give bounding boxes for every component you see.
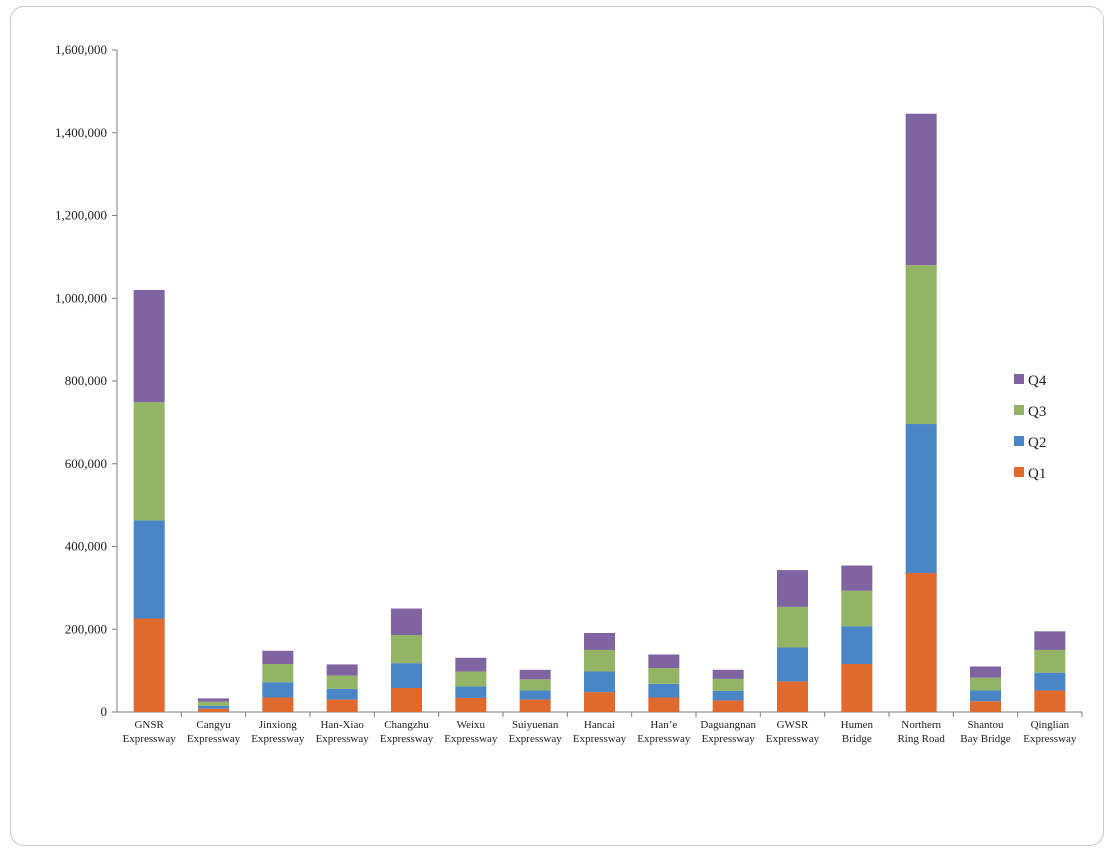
bar-q1-0 [133, 618, 165, 712]
bar-q4-14 [1034, 631, 1066, 650]
bar-q3-5 [455, 671, 487, 687]
bar-q4-1 [198, 698, 229, 702]
bar-q2-10 [777, 647, 808, 682]
bar-q3-1 [198, 701, 229, 706]
bar-q1-6 [519, 699, 551, 712]
y-tick-label: 800,000 [65, 373, 107, 388]
bar-q1-14 [1034, 690, 1066, 712]
legend-label-q4: Q4 [1028, 373, 1047, 389]
legend-swatch-q2 [1014, 436, 1024, 446]
x-tick-label: Humen Bridge [841, 719, 874, 745]
bar-q1-12 [905, 572, 937, 712]
legend-swatch-q1 [1014, 467, 1024, 477]
bar-q1-10 [777, 681, 808, 712]
x-tick-label: GNSR Expressway [123, 719, 177, 745]
bar-q1-8 [648, 697, 680, 712]
bar-q2-9 [712, 690, 744, 701]
bar-q4-11 [841, 565, 873, 591]
bar-q4-2 [262, 650, 294, 665]
legend-label-q1: Q1 [1028, 466, 1046, 482]
bar-q4-3 [326, 664, 358, 676]
bar-q3-13 [970, 677, 1001, 691]
bar-q4-4 [391, 608, 422, 636]
bar-q2-3 [326, 688, 358, 700]
bar-q4-8 [648, 654, 680, 669]
x-tick-label: Cangyu Expressway [187, 719, 241, 745]
bar-q1-7 [584, 692, 615, 712]
legend-swatch-q4 [1014, 374, 1024, 384]
x-tick-label: Suiyuenan Expressway [509, 719, 563, 745]
bar-q1-2 [262, 697, 294, 712]
bar-q3-8 [648, 668, 680, 684]
bar-q1-1 [198, 708, 229, 712]
bar-q4-12 [905, 113, 937, 266]
bar-q4-6 [519, 669, 551, 680]
bar-q2-1 [198, 705, 229, 709]
bar-q3-0 [133, 402, 165, 521]
bar-q4-13 [970, 666, 1001, 678]
bar-q4-9 [712, 669, 744, 679]
bar-q3-10 [777, 606, 808, 648]
x-tick-label: Qinglian Expressway [1023, 719, 1077, 745]
bar-q1-13 [970, 701, 1001, 712]
bar-q2-14 [1034, 672, 1066, 691]
y-tick-label: 600,000 [65, 456, 107, 471]
bar-q2-4 [391, 663, 422, 689]
bar-q3-7 [584, 649, 615, 672]
bar-q4-0 [133, 289, 165, 403]
y-tick-label: 1,600,000 [55, 42, 107, 57]
bar-q1-5 [455, 697, 487, 712]
bar-q2-0 [133, 520, 165, 619]
bar-q3-3 [326, 675, 358, 689]
y-tick-label: 1,000,000 [55, 290, 107, 305]
legend-label-q3: Q3 [1028, 404, 1046, 420]
bar-q2-6 [519, 690, 551, 700]
y-tick-label: 1,200,000 [55, 208, 107, 223]
x-tick-label: Hancai Expressway [573, 719, 627, 745]
bar-q2-13 [970, 690, 1001, 702]
bar-q3-2 [262, 664, 294, 683]
bar-q3-6 [519, 679, 551, 691]
bar-q2-12 [905, 424, 937, 573]
bar-q3-11 [841, 590, 873, 627]
bar-q1-4 [391, 688, 422, 712]
x-tick-label: Shantou Bay Bridge [960, 719, 1011, 745]
x-tick-label: Weixu Expressway [444, 719, 498, 745]
bar-q3-4 [391, 635, 422, 664]
bar-q3-14 [1034, 649, 1066, 673]
x-tick-label: GWSR Expressway [766, 719, 820, 745]
y-tick-label: 400,000 [65, 539, 107, 554]
bar-q2-5 [455, 686, 487, 698]
bar-q2-11 [841, 626, 873, 665]
bar-q2-8 [648, 683, 680, 698]
bar-q4-10 [777, 570, 808, 607]
bar-q3-12 [905, 265, 937, 425]
bar-q4-7 [584, 632, 615, 650]
bar-q1-3 [326, 699, 358, 712]
legend-label-q2: Q2 [1028, 435, 1046, 451]
bar-q2-7 [584, 671, 615, 693]
bar-q1-9 [712, 700, 744, 712]
bar-q1-11 [841, 664, 873, 712]
x-tick-label: Han-Xiao Expressway [316, 719, 370, 745]
x-tick-label: Daguangnan Expressway [700, 719, 756, 745]
bar-q3-9 [712, 678, 744, 691]
bar-q4-5 [455, 657, 487, 672]
y-tick-label: 200,000 [65, 621, 107, 636]
x-tick-label: Jinxiong Expressway [251, 719, 305, 745]
bar-q2-2 [262, 682, 294, 698]
x-tick-label: Northern Ring Road [897, 719, 945, 745]
y-tick-label: 1,400,000 [55, 125, 107, 140]
legend-swatch-q3 [1014, 405, 1024, 415]
y-tick-label: 0 [101, 704, 108, 719]
x-tick-label: Han’e Expressway [637, 719, 691, 745]
x-tick-label: Changzhu Expressway [380, 719, 434, 745]
